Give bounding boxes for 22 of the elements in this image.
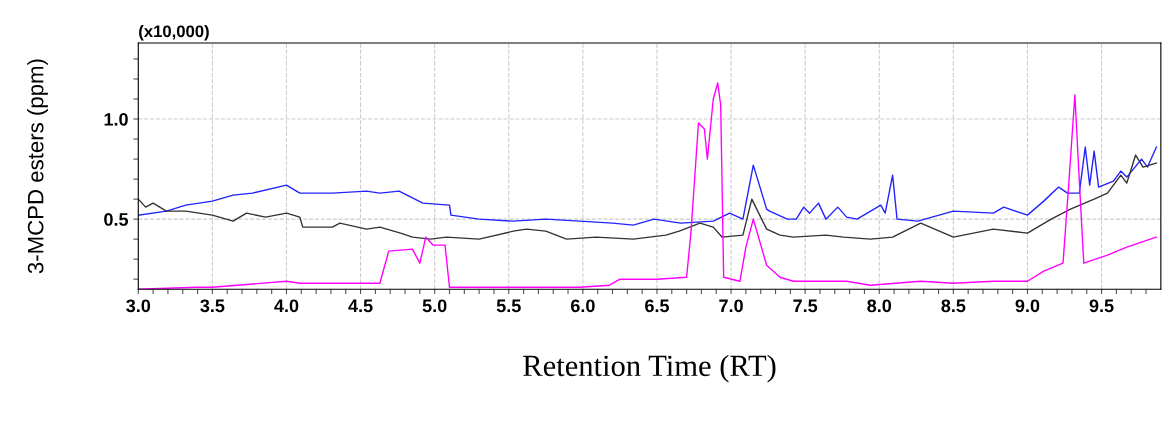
- line-series: [138, 146, 1158, 226]
- x-tick-label: 6.5: [645, 299, 670, 313]
- x-tick-label: 4.0: [274, 299, 299, 313]
- x-tick-label: 7.0: [719, 299, 743, 313]
- line-series: [138, 82, 1158, 290]
- x-tick-label: 8.0: [867, 299, 892, 313]
- x-tick-label: 3.0: [126, 299, 151, 313]
- x-tick-label: 8.5: [941, 299, 966, 313]
- y-tick-label: 0.5: [104, 213, 129, 226]
- y-axis-title: 3-MCPD esters (ppm): [27, 59, 48, 274]
- text: (x10,000): [139, 24, 209, 41]
- x-tick-label: 4.5: [348, 299, 373, 313]
- x-tick-label: 9.5: [1089, 299, 1114, 313]
- y-tick-label: 1.0: [104, 112, 128, 126]
- x-tick-label: 9.0: [1015, 299, 1040, 313]
- x-tick-label: 7.5: [793, 299, 818, 313]
- x-tick-label: 3.5: [200, 299, 225, 313]
- x-axis-title: Retention Time (RT): [523, 354, 776, 383]
- x-tick-label: 5.0: [422, 299, 447, 313]
- line-series: [138, 154, 1158, 240]
- x-tick-label: 5.5: [496, 299, 521, 313]
- x-tick-label: 6.0: [570, 299, 595, 313]
